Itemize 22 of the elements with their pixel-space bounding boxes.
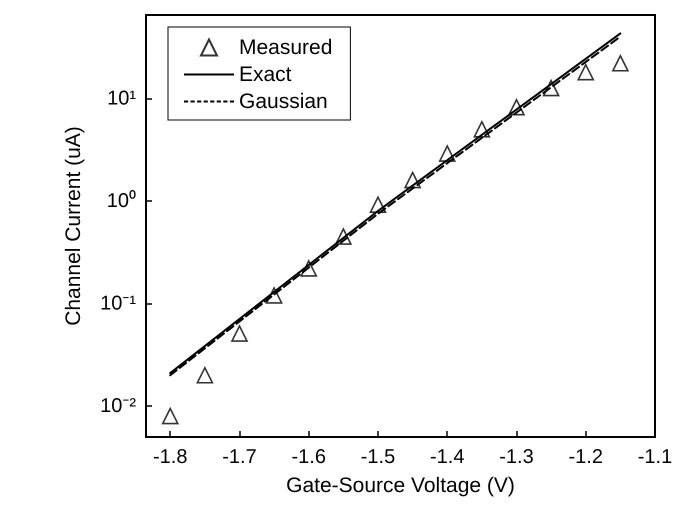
x-tick-label: -1.5	[360, 446, 396, 468]
x-tick-label: -1.8	[153, 446, 188, 468]
x-tick-label: -1.6	[292, 446, 326, 468]
y-tick-label: 10⁰	[106, 188, 136, 212]
x-tick-label: -1.4	[430, 446, 464, 468]
x-tick-label: -1.1	[638, 446, 672, 468]
y-tick-label: 10⁻¹	[100, 292, 136, 315]
point	[196, 366, 214, 384]
legend-label: Measured	[239, 36, 332, 59]
point	[162, 408, 179, 424]
y-axis-title: Channel Current (uA)	[62, 126, 85, 326]
legend-label: Exact	[239, 63, 292, 86]
point	[577, 64, 594, 80]
x-axis-title: Gate-Source Voltage (V)	[286, 474, 515, 497]
legend-label: Gaussian	[239, 90, 328, 113]
point	[612, 54, 629, 72]
x-tick-label: -1.7	[222, 446, 257, 468]
y-tick-label: 10¹	[107, 87, 136, 110]
point	[231, 325, 248, 342]
y-tick-label: 10⁻²	[100, 395, 136, 418]
x-tick-label: -1.2	[568, 446, 603, 468]
x-tick-label: -1.3	[499, 446, 534, 468]
